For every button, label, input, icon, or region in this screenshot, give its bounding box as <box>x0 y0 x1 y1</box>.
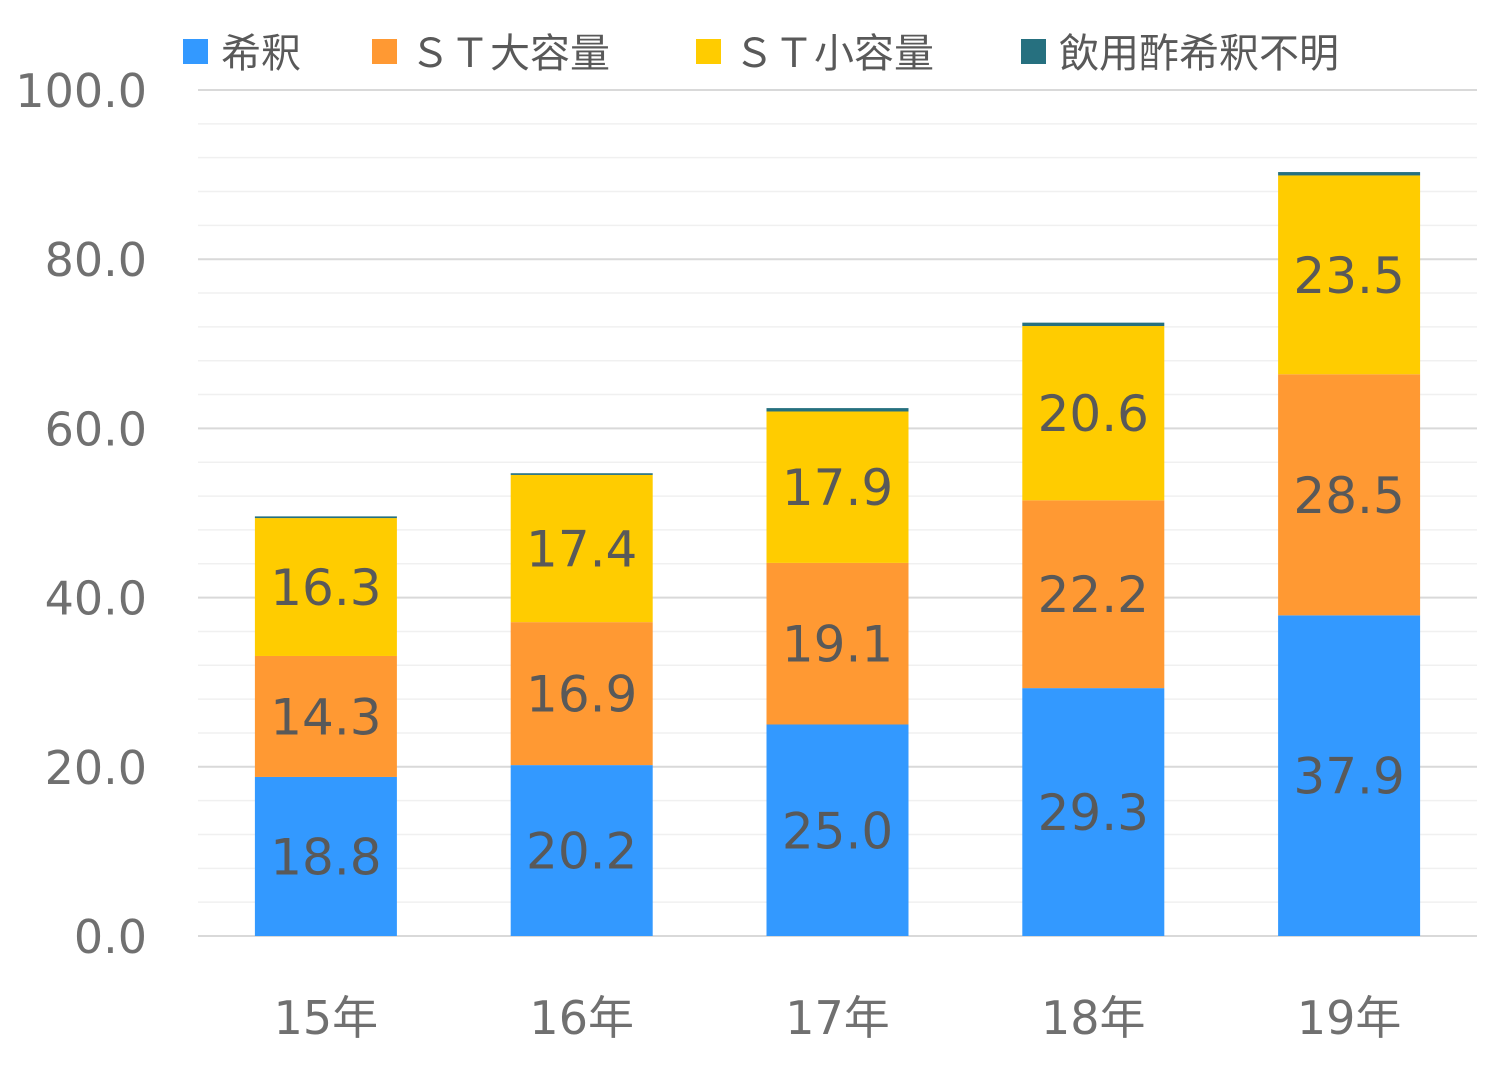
data-label: 22.2 <box>1038 566 1149 624</box>
y-tick-label: 100.0 <box>15 64 147 118</box>
data-label: 17.9 <box>782 459 893 517</box>
legend-swatch <box>696 39 721 64</box>
bar-segment <box>1022 326 1165 501</box>
bar-segment <box>1022 322 1165 327</box>
x-tick-label: 16年 <box>529 991 634 1045</box>
legend-label: 飲用酢希釈不明 <box>1059 31 1339 77</box>
bar-segment <box>766 562 909 725</box>
x-tick-label: 15年 <box>274 991 379 1045</box>
bar-segment <box>1278 374 1421 616</box>
y-tick-label: 20.0 <box>45 741 147 795</box>
bar-segment <box>254 516 397 519</box>
data-label: 29.3 <box>1038 784 1149 842</box>
bar-segment <box>510 622 653 766</box>
x-tick-label: 18年 <box>1041 991 1146 1045</box>
data-label: 37.9 <box>1293 748 1404 806</box>
x-tick-label: 17年 <box>785 991 890 1045</box>
bar-segment <box>510 474 653 623</box>
data-label: 25.0 <box>782 802 893 860</box>
legend-swatch <box>372 39 397 64</box>
bar-segment <box>766 724 909 936</box>
legend-label: 希釈 <box>221 31 301 77</box>
bar-segment <box>1022 688 1165 936</box>
data-label: 16.9 <box>526 666 637 724</box>
bar-segment <box>766 408 909 412</box>
bar-segment <box>1278 175 1421 375</box>
legend-label: ＳＴ小容量 <box>734 31 934 77</box>
data-label: 17.4 <box>526 521 637 579</box>
x-tick-label: 19年 <box>1297 991 1402 1045</box>
data-label: 20.6 <box>1038 385 1149 443</box>
legend-swatch <box>1021 39 1046 64</box>
bar-segment <box>1278 172 1421 176</box>
y-tick-label: 60.0 <box>45 402 147 456</box>
bar-segment <box>510 765 653 936</box>
bar-segment <box>510 473 653 475</box>
y-tick-label: 40.0 <box>45 572 147 626</box>
bar-segment <box>766 411 909 563</box>
data-label: 20.2 <box>526 823 637 881</box>
legend-swatch <box>183 39 208 64</box>
data-label: 18.8 <box>270 828 381 886</box>
bar-segment <box>1022 500 1165 689</box>
bar-segment <box>254 776 397 936</box>
bar-segment <box>254 655 397 777</box>
bar-segment <box>1278 615 1421 936</box>
legend-label: ＳＴ大容量 <box>410 31 610 77</box>
data-label: 28.5 <box>1293 467 1404 525</box>
y-tick-label: 0.0 <box>74 910 147 964</box>
data-label: 14.3 <box>270 688 381 746</box>
bar-segment <box>254 518 397 656</box>
data-label: 16.3 <box>270 559 381 617</box>
y-tick-label: 80.0 <box>45 233 147 287</box>
data-label: 19.1 <box>782 616 893 674</box>
data-label: 23.5 <box>1293 247 1404 305</box>
